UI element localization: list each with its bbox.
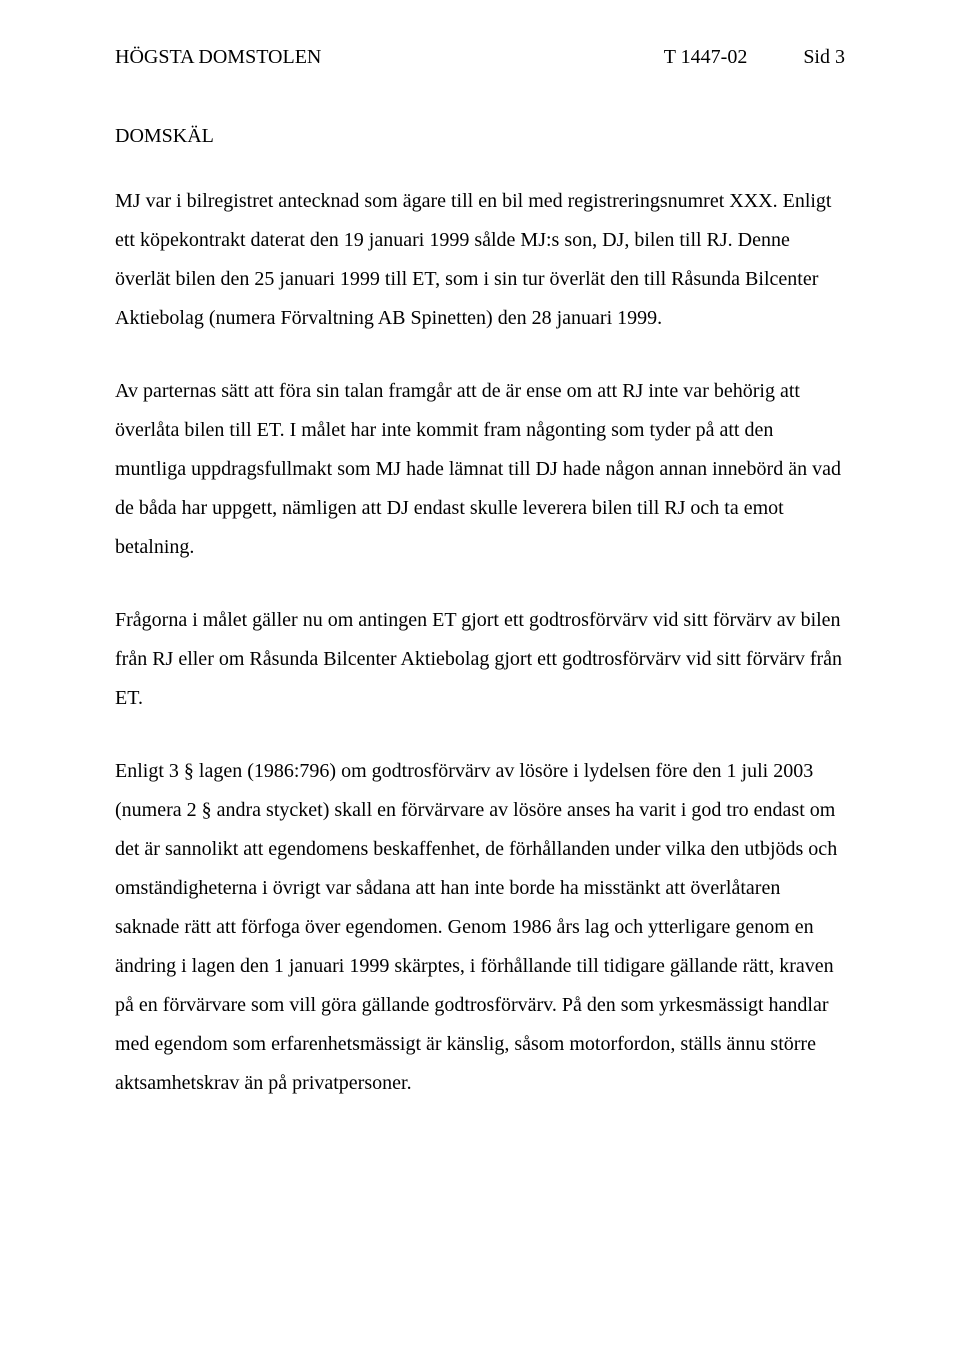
case-number: T 1447-02 [664,46,748,69]
paragraph: Frågorna i målet gäller nu om antingen E… [115,601,845,718]
court-name: HÖGSTA DOMSTOLEN [115,46,321,69]
document-page: HÖGSTA DOMSTOLEN T 1447-02 Sid 3 DOMSKÄL… [0,0,960,1362]
header-right-group: T 1447-02 Sid 3 [664,46,845,69]
page-header: HÖGSTA DOMSTOLEN T 1447-02 Sid 3 [115,46,845,69]
page-number: Sid 3 [803,46,845,69]
paragraph: Enligt 3 § lagen (1986:796) om godtrosfö… [115,752,845,1103]
paragraph: MJ var i bilregistret antecknad som ägar… [115,182,845,338]
paragraph: Av parternas sätt att föra sin talan fra… [115,372,845,567]
section-title: DOMSKÄL [115,125,845,148]
